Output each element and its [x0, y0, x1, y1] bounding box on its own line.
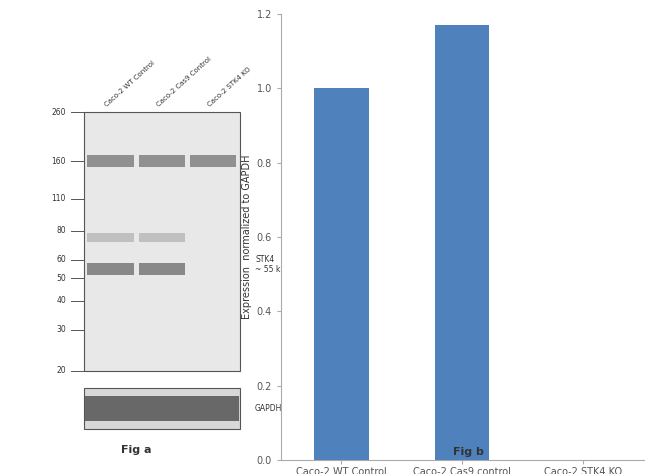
Text: 30: 30: [57, 325, 66, 334]
Text: Fig a: Fig a: [121, 446, 151, 456]
Text: Caco-2 Cas9 Control: Caco-2 Cas9 Control: [155, 56, 212, 108]
Bar: [87, 263, 134, 275]
Bar: [84, 396, 136, 421]
Text: 20: 20: [57, 366, 66, 375]
Text: 260: 260: [51, 108, 66, 117]
Bar: [187, 396, 239, 421]
Text: 60: 60: [57, 255, 66, 264]
Bar: [87, 155, 134, 167]
Text: 110: 110: [52, 194, 66, 203]
Text: 80: 80: [57, 227, 66, 236]
Bar: [136, 396, 188, 421]
Bar: [84, 389, 240, 428]
Bar: [314, 89, 369, 460]
Bar: [435, 26, 489, 460]
Y-axis label: Expression  normalized to GAPDH: Expression normalized to GAPDH: [242, 155, 252, 319]
Text: Caco-2 WT Control: Caco-2 WT Control: [104, 60, 156, 108]
Text: Fig b: Fig b: [452, 447, 484, 457]
Bar: [138, 263, 185, 275]
Bar: [87, 233, 134, 242]
Text: 40: 40: [57, 296, 66, 305]
Text: STK4
~ 55 kDa: STK4 ~ 55 kDa: [255, 255, 291, 274]
Text: Caco-2 STK4 KO: Caco-2 STK4 KO: [207, 66, 252, 108]
Text: 50: 50: [57, 274, 66, 283]
Bar: [84, 112, 240, 371]
Bar: [138, 155, 185, 167]
Bar: [190, 155, 237, 167]
Text: 160: 160: [51, 157, 66, 165]
Text: GAPDH: GAPDH: [255, 404, 283, 413]
Bar: [138, 233, 185, 242]
